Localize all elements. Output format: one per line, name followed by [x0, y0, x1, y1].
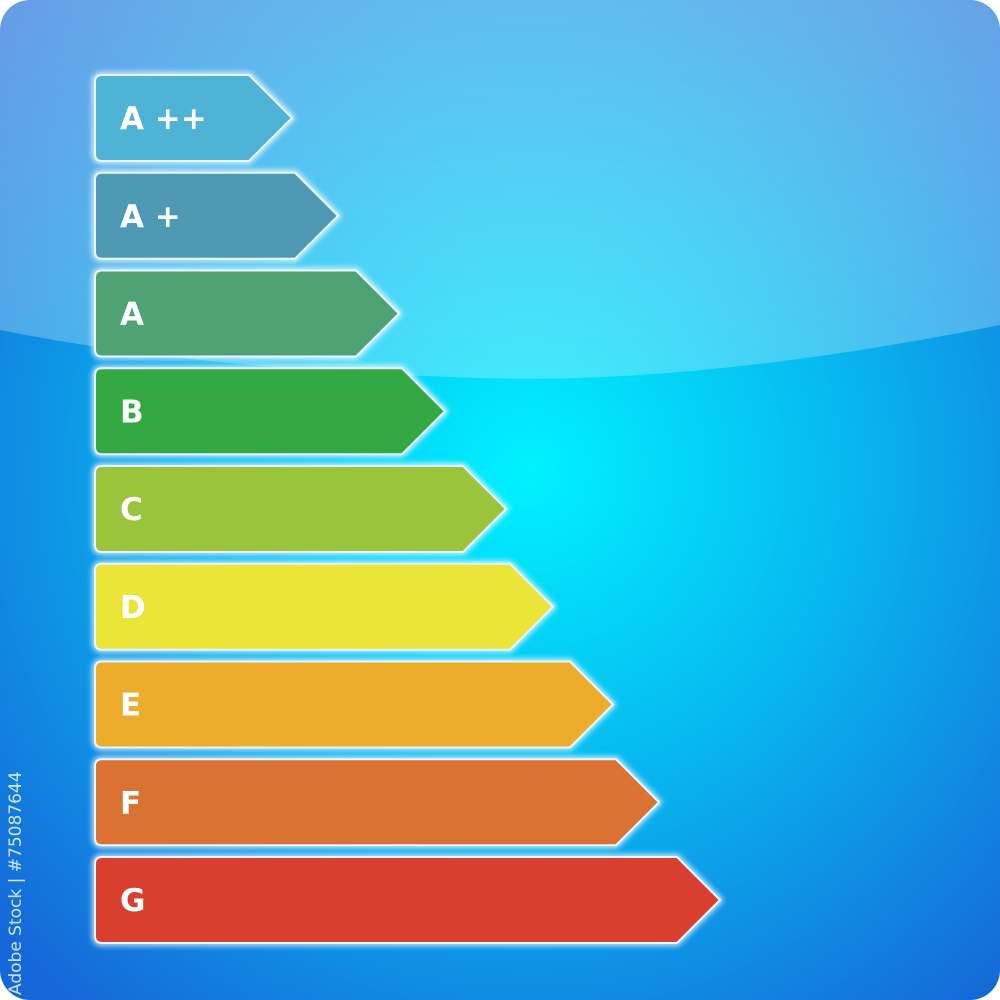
- rating-bar-9: G: [92, 854, 724, 946]
- rating-label: B: [120, 394, 144, 430]
- rating-label: A +: [120, 199, 181, 235]
- bar-arrow: [94, 465, 508, 553]
- rating-bar-1: A ++: [92, 72, 296, 164]
- bar-arrow: [94, 856, 722, 944]
- bar-arrow: [94, 562, 555, 651]
- bar-arrow: [94, 758, 661, 847]
- rating-label: A ++: [120, 101, 207, 137]
- bar-arrow: [94, 367, 447, 456]
- rating-label: F: [120, 785, 141, 821]
- rating-label: G: [120, 883, 145, 919]
- rating-bar-8: F: [92, 756, 663, 848]
- bar-arrow: [94, 269, 401, 358]
- rating-label: E: [120, 688, 141, 724]
- rating-label: C: [120, 492, 143, 528]
- rating-label: A: [120, 297, 144, 333]
- rating-label: D: [120, 590, 146, 626]
- bar-arrow: [94, 74, 294, 162]
- rating-bar-5: C: [92, 463, 510, 555]
- rating-bar-3: A: [92, 268, 403, 359]
- rating-bar-7: E: [92, 659, 617, 750]
- bar-arrow: [94, 171, 340, 260]
- bar-arrow: [94, 660, 615, 749]
- rating-bar-2: A +: [92, 170, 342, 262]
- watermark: Adobe Stock | #75087644: [6, 771, 26, 995]
- rating-bar-4: B: [92, 365, 449, 457]
- rating-bar-6: D: [92, 561, 557, 653]
